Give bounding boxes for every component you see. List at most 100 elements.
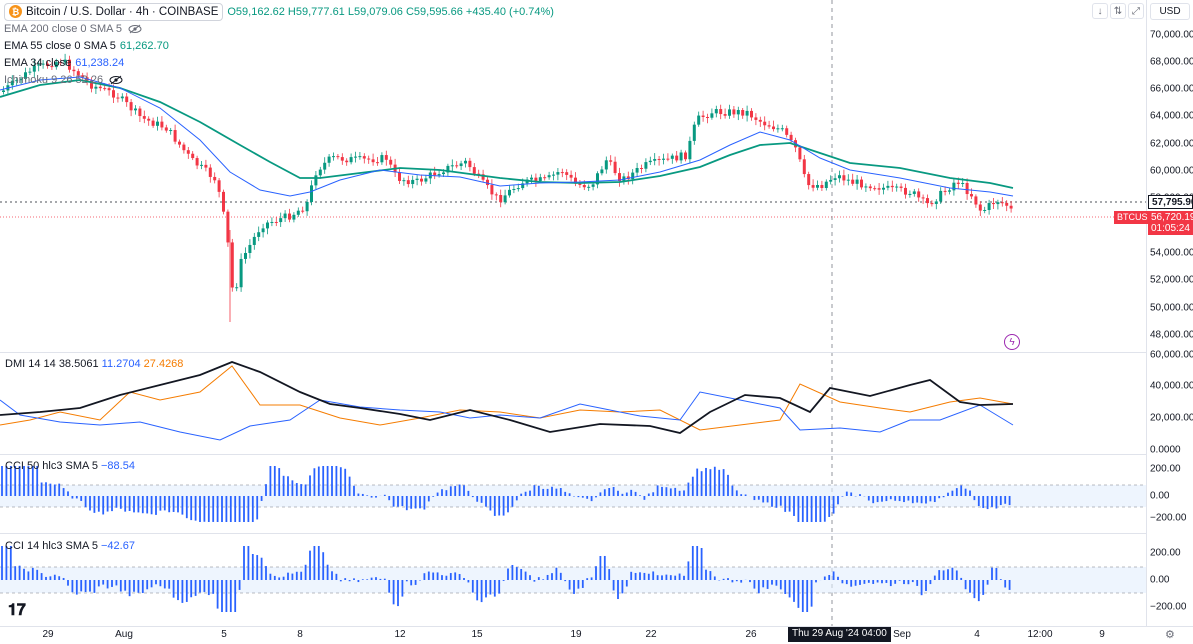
candle-body: [103, 88, 107, 90]
candle-body: [354, 156, 357, 158]
candle-body: [120, 96, 124, 99]
candle-body: [358, 156, 362, 158]
candle-body: [653, 158, 657, 161]
candle-body: [156, 121, 159, 126]
candle-body: [151, 120, 155, 126]
candle-body: [776, 128, 780, 130]
price-scale-separator: [1146, 0, 1147, 626]
candle-body: [860, 179, 863, 188]
candle-body: [19, 78, 23, 81]
candle-body: [98, 86, 102, 89]
pane-separator-dmi[interactable]: [0, 352, 1146, 353]
candle-body: [1005, 202, 1009, 206]
candle-body: [780, 128, 784, 130]
candle-body: [882, 187, 885, 190]
flash-icon[interactable]: ϟ: [1004, 334, 1020, 350]
candle-body: [142, 116, 146, 119]
price-tick-label: 64,000.00: [1150, 110, 1193, 122]
candle-body: [873, 188, 877, 190]
candle-body: [772, 126, 775, 130]
candle-body: [899, 186, 903, 188]
candle-body: [758, 119, 762, 122]
eye-hidden-icon[interactable]: [109, 75, 123, 85]
candle-body: [908, 193, 912, 195]
candle-body: [411, 179, 415, 185]
indicator-ema34[interactable]: EMA 34 close 61,238.24: [4, 54, 554, 71]
candle-body: [310, 185, 313, 203]
candle-body: [508, 189, 511, 196]
eye-hidden-icon[interactable]: [128, 24, 142, 34]
pane-separator-cci50[interactable]: [0, 454, 1146, 455]
price-tick-label: 54,000.00: [1150, 247, 1193, 259]
scroll-down-icon[interactable]: ↓: [1092, 3, 1108, 19]
tradingview-logo-icon[interactable]: 𝟏𝟕: [8, 602, 26, 619]
candle-body: [24, 72, 27, 79]
candle-body: [648, 160, 652, 163]
candle-body: [829, 179, 833, 182]
time-axis-separator: [0, 626, 1193, 627]
dmi-plus-line: [0, 391, 1014, 441]
candle-body: [978, 204, 982, 211]
cci50-legend[interactable]: CCI 50 hlc3 SMA 5 −88.54: [5, 460, 135, 472]
candle-body: [662, 158, 665, 160]
candle-body: [28, 71, 32, 73]
settings-icon[interactable]: ⚙: [1165, 629, 1175, 641]
candle-body: [952, 182, 956, 191]
cci50-tick-label: 200.00: [1150, 463, 1181, 475]
cci14-label: CCI 14 hlc3 SMA 5: [5, 540, 98, 552]
candle-body: [424, 178, 428, 182]
pane-separator-cci14[interactable]: [0, 533, 1146, 534]
candle-body: [76, 71, 80, 76]
candle-body: [420, 178, 423, 182]
candle-body: [283, 213, 287, 219]
candle-body: [222, 191, 225, 212]
indicator-ichimoku[interactable]: Ichimoku 9 26 52 26: [4, 71, 554, 88]
candle-body: [934, 201, 938, 204]
candle-body: [134, 108, 137, 111]
candle-body: [538, 177, 542, 182]
indicator-ema200[interactable]: EMA 200 close 0 SMA 5: [4, 20, 554, 37]
candle-body: [371, 159, 375, 163]
candle-body: [292, 214, 296, 220]
symbol-title: Bitcoin / U.S. Dollar · 4h · COINBASE: [26, 5, 219, 18]
cci14-legend[interactable]: CCI 14 hlc3 SMA 5 −42.67: [5, 540, 135, 552]
candle-body: [296, 210, 300, 215]
candle-body: [481, 174, 485, 180]
candle-body: [112, 90, 115, 98]
dmi-tick-label: 20,000.00: [1150, 412, 1193, 424]
dmi-minus-value: 27.4268: [143, 358, 184, 370]
candle-body: [626, 176, 630, 180]
sort-icon[interactable]: ⇅: [1110, 3, 1126, 19]
candle-body: [534, 177, 538, 182]
candle-body: [939, 190, 943, 202]
candle-body: [816, 185, 819, 188]
symbol-selector[interactable]: ₿ Bitcoin / U.S. Dollar · 4h · COINBASE: [4, 2, 224, 21]
indicator-ema55[interactable]: EMA 55 close 0 SMA 5 61,262.70: [4, 37, 554, 54]
candle-body: [824, 181, 828, 189]
candle-body: [406, 180, 410, 185]
time-tick-label: 19: [570, 629, 582, 640]
crosshair-time-label: Thu 29 Aug '24 04:00: [788, 627, 891, 642]
candle-body: [442, 172, 445, 175]
time-tick-label: 5: [221, 629, 227, 640]
dmi-legend[interactable]: DMI 14 14 38.5061 11.2704 27.4268: [5, 358, 183, 370]
candle-body: [970, 194, 973, 197]
candle-body: [565, 172, 569, 175]
currency-selector[interactable]: USD: [1150, 3, 1190, 20]
candle-body: [864, 186, 868, 188]
symbol-row: ₿ Bitcoin / U.S. Dollar · 4h · COINBASE …: [4, 2, 554, 21]
maximize-icon[interactable]: ⤢: [1128, 3, 1144, 19]
price-tick-label: 52,000.00: [1150, 274, 1193, 286]
candle-body: [244, 252, 247, 259]
candle-body: [635, 168, 639, 173]
candle-body: [833, 178, 837, 180]
dmi-minus-line: [0, 365, 1014, 431]
dmi-tick-label: 40,000.00: [1150, 380, 1193, 392]
candle-body: [490, 185, 494, 195]
candle-body: [54, 62, 58, 68]
candle-body: [684, 152, 687, 160]
candle-body: [468, 160, 472, 168]
candle-body: [46, 63, 49, 67]
